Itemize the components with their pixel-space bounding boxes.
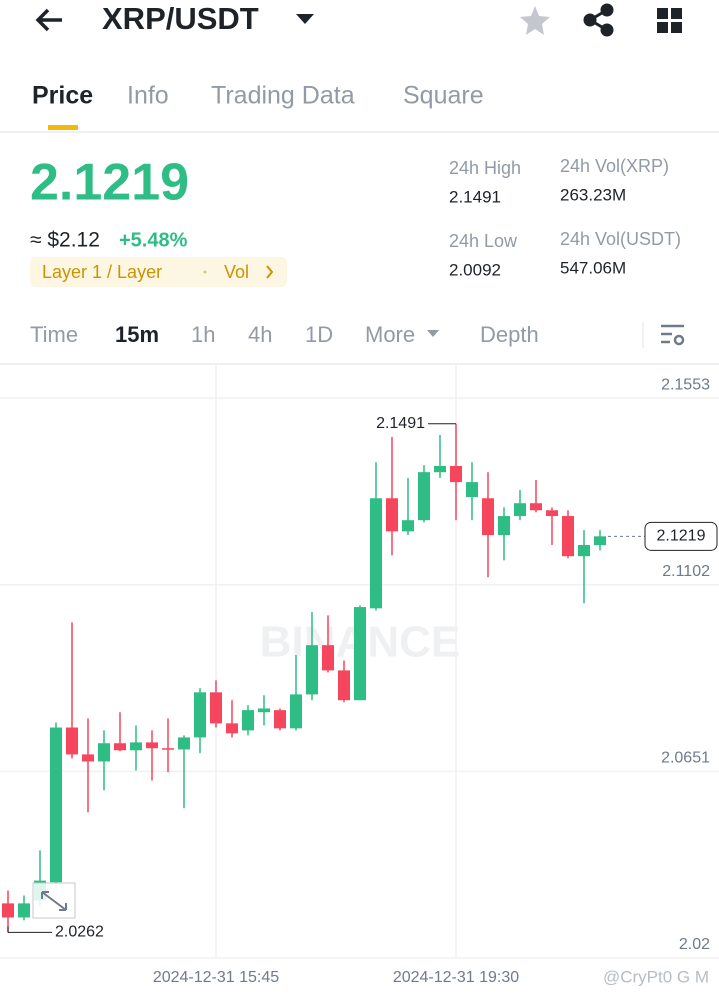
candle-body — [178, 737, 190, 750]
stat-value: 2.0092 — [449, 260, 501, 279]
tab-indicator — [48, 125, 78, 130]
candle-body — [578, 545, 590, 557]
tab-price[interactable]: Price — [32, 82, 93, 110]
candle-body — [306, 645, 318, 695]
stat-label: 24h Low — [449, 231, 518, 251]
pair-title[interactable]: XRP/USDT — [102, 1, 259, 36]
candle-body — [114, 743, 126, 751]
candle-body — [66, 727, 78, 755]
candle-body — [274, 710, 286, 729]
candle-body — [482, 498, 494, 536]
candle-body — [194, 692, 206, 738]
candle-body — [354, 607, 366, 701]
expand-button[interactable] — [32, 882, 76, 919]
back-button[interactable] — [35, 8, 62, 32]
interval-tab[interactable]: More — [365, 322, 415, 347]
interval-tab[interactable]: Time — [30, 322, 78, 347]
x-tick-label: 2024-12-31 19:30 — [393, 969, 519, 986]
candle-body — [290, 694, 302, 729]
share-button[interactable] — [583, 3, 614, 37]
candle-body — [338, 670, 350, 701]
tab-trading-data[interactable]: Trading Data — [211, 82, 355, 110]
candle-body — [562, 516, 574, 557]
max-label: 2.1491 — [376, 415, 425, 432]
candle-body — [466, 482, 478, 498]
candle-body — [386, 498, 398, 532]
y-tick-label: 2.1102 — [662, 563, 710, 580]
stat-label: 24h High — [449, 158, 521, 178]
candlestick-chart: 2.02 2.0651 2.1102 2.1553 2024-12-31 15:45 20… — [0, 365, 719, 986]
stat-label: 24h Vol(XRP) — [560, 156, 669, 176]
candle-body — [402, 520, 414, 532]
favorite-star[interactable] — [520, 6, 550, 35]
candle-body — [146, 742, 158, 749]
candle-body — [434, 465, 446, 473]
watermark: @CryPt0 G M — [603, 967, 709, 986]
interval-tab[interactable]: Depth — [480, 322, 539, 347]
candle-body — [130, 742, 142, 751]
candle-body — [530, 503, 542, 511]
candle-body — [514, 503, 526, 517]
candle-body — [162, 748, 174, 750]
stat-value: 547.06M — [560, 258, 626, 277]
x-tick-label: 2024-12-31 15:45 — [153, 969, 279, 986]
stat-value: 2.1491 — [449, 187, 501, 206]
candle-body — [210, 692, 222, 724]
last-price-label: 2.1219 — [657, 528, 706, 545]
candle-body — [2, 903, 14, 918]
candle-body — [546, 510, 558, 517]
candle-body — [82, 754, 94, 762]
interval-tab[interactable]: 15m — [115, 322, 159, 347]
candle-body — [258, 708, 270, 713]
tag-box[interactable] — [30, 257, 287, 287]
y-tick-label: 2.0651 — [661, 750, 710, 767]
candle-body — [418, 472, 430, 521]
candle-body — [594, 536, 606, 546]
tab-info[interactable]: Info — [127, 82, 169, 110]
candle-body — [370, 498, 382, 609]
y-tick-label: 2.02 — [679, 936, 710, 953]
candle-body — [498, 516, 510, 536]
candle-body — [18, 903, 30, 918]
fiat-price: ≈ $2.12 — [30, 229, 100, 252]
interval-tab[interactable]: 4h — [248, 322, 272, 347]
price-change: +5.48% — [119, 229, 188, 251]
y-tick-label: 2.1553 — [661, 376, 710, 393]
layout-button[interactable] — [657, 8, 682, 33]
tag[interactable]: Vol — [224, 262, 249, 282]
last-price-box — [644, 521, 718, 551]
stat-label: 24h Vol(USDT) — [560, 229, 681, 249]
chart-settings[interactable] — [661, 324, 685, 346]
min-label: 2.0262 — [55, 924, 104, 941]
candle-body — [242, 710, 254, 731]
interval-tab[interactable]: 1D — [305, 322, 333, 347]
pair-dropdown[interactable] — [296, 14, 314, 24]
tab-square[interactable]: Square — [403, 82, 484, 110]
stat-value: 263.23M — [560, 185, 626, 204]
candle-body — [98, 743, 110, 762]
more-caret — [427, 330, 439, 337]
last-price: 2.1219 — [30, 154, 189, 212]
interval-tab[interactable]: 1h — [191, 322, 215, 347]
tag[interactable]: Layer 1 / Layer — [42, 262, 162, 282]
tag-separator — [203, 270, 207, 274]
candle-body — [322, 645, 334, 671]
candle-body — [450, 465, 462, 483]
tag-chevron — [266, 265, 274, 279]
candle-body — [226, 723, 238, 734]
candle-body — [50, 727, 62, 883]
